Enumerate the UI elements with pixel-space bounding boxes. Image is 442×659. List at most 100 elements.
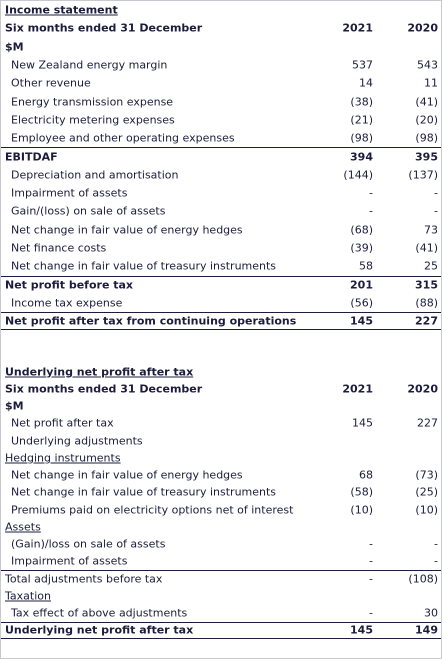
table-row: Underlying net profit after tax 145 149 — [1, 621, 441, 639]
table-row: Net profit after tax from continuing ope… — [1, 312, 441, 331]
row-label: Premiums paid on electricity options net… — [11, 503, 294, 517]
value-2020: 73 — [424, 223, 438, 237]
value-2020: (88) — [415, 296, 438, 310]
row-label: Impairment of assets — [11, 186, 128, 200]
value-2021: 201 — [350, 278, 373, 292]
row-label: Net profit after tax from continuing ope… — [5, 314, 297, 328]
table-row: Net profit after tax 145 227 — [1, 415, 441, 432]
row-label: Underlying net profit after tax — [5, 623, 194, 637]
year-header: 2021 — [342, 382, 373, 396]
value-2021: (56) — [350, 296, 373, 310]
value-2020: (25) — [415, 485, 438, 499]
row-label: Net change in fair value of energy hedge… — [11, 468, 243, 482]
value-2020: (73) — [415, 468, 438, 482]
value-2020: 543 — [417, 58, 438, 72]
year-header: 2021 — [342, 21, 373, 35]
row-label: Net change in fair value of treasury ins… — [11, 259, 277, 273]
table-row: Impairment of assets - - — [1, 553, 441, 570]
row-label: Income tax expense — [11, 296, 123, 310]
table-row: Assets — [1, 518, 441, 535]
table-row: Net change in fair value of energy hedge… — [1, 221, 441, 239]
value-2021: - — [369, 537, 373, 551]
value-2020: 30 — [424, 606, 438, 620]
value-2020: (41) — [415, 241, 438, 255]
value-2020: - — [434, 204, 438, 218]
row-label: Electricity metering expenses — [11, 113, 175, 127]
value-2021: 145 — [352, 416, 373, 430]
value-2020: (108) — [408, 572, 438, 586]
row-label: Net profit before tax — [5, 278, 134, 292]
value-2021: (144) — [343, 168, 373, 182]
unit-label: $M — [5, 40, 24, 54]
value-2021: 537 — [352, 58, 373, 72]
year-header: 2020 — [407, 382, 438, 396]
table-row: New Zealand energy margin 537 543 — [1, 56, 441, 74]
value-2021: (58) — [350, 485, 373, 499]
row-label: Tax effect of above adjustments — [11, 606, 188, 620]
table-row: Income statement — [1, 1, 441, 19]
value-2021: 58 — [359, 259, 373, 273]
value-2020: (20) — [415, 113, 438, 127]
row-label: Impairment of assets — [11, 554, 128, 568]
table-row: Premiums paid on electricity options net… — [1, 501, 441, 518]
table-row: Net change in fair value of treasury ins… — [1, 484, 441, 501]
year-header: 2020 — [407, 21, 438, 35]
row-label: Depreciation and amortisation — [11, 168, 179, 182]
table-row: Net change in fair value of treasury ins… — [1, 257, 441, 275]
value-2021: (10) — [350, 503, 373, 517]
row-label: Employee and other operating expenses — [11, 131, 235, 145]
value-2020: - — [434, 554, 438, 568]
value-2021: 14 — [359, 76, 373, 90]
row-label: Total adjustments before tax — [5, 572, 163, 586]
value-2020: 227 — [417, 416, 438, 430]
row-label: Other revenue — [11, 76, 91, 90]
value-2021: (39) — [350, 241, 373, 255]
table-row: Underlying adjustments — [1, 432, 441, 449]
value-2021: - — [369, 572, 373, 586]
table-row: Hedging instruments — [1, 449, 441, 466]
value-2020: - — [434, 186, 438, 200]
value-2021: (21) — [350, 113, 373, 127]
row-label: New Zealand energy margin — [11, 58, 168, 72]
table-row: Other revenue 14 11 — [1, 74, 441, 92]
period-header: Six months ended 31 December — [5, 21, 203, 35]
table-row: Net change in fair value of energy hedge… — [1, 467, 441, 484]
value-2020: 11 — [424, 76, 438, 90]
value-2020: (98) — [415, 131, 438, 145]
table-row: Six months ended 31 December 2021 2020 — [1, 19, 441, 37]
row-label: Taxation — [5, 589, 51, 603]
table-row: EBITDAF 394 395 — [1, 147, 441, 165]
row-label: Net change in fair value of energy hedge… — [11, 223, 243, 237]
table-row: Employee and other operating expenses (98… — [1, 129, 441, 147]
section-title: Income statement — [5, 3, 118, 17]
table-row: Energy transmission expense (38) (41) — [1, 93, 441, 111]
row-label: Net profit after tax — [11, 416, 114, 430]
table-row: Net profit before tax 201 315 — [1, 275, 441, 294]
row-label: Net finance costs — [11, 241, 107, 255]
value-2020: 25 — [424, 259, 438, 273]
row-label: EBITDAF — [5, 150, 58, 164]
value-2021: - — [369, 186, 373, 200]
period-header: Six months ended 31 December — [5, 382, 203, 396]
row-label: Hedging instruments — [5, 451, 121, 465]
value-2020: 227 — [415, 314, 438, 328]
value-2020: (10) — [415, 503, 438, 517]
section-title: Underlying net profit after tax — [5, 365, 194, 379]
value-2021: - — [369, 204, 373, 218]
value-2021: (98) — [350, 131, 373, 145]
value-2021: (68) — [350, 223, 373, 237]
row-label: Net change in fair value of treasury ins… — [11, 485, 277, 499]
value-2021: - — [369, 554, 373, 568]
value-2021: 145 — [350, 314, 373, 328]
table-row: Electricity metering expenses (21) (20) — [1, 111, 441, 129]
table-row: Impairment of assets - - — [1, 184, 441, 202]
value-2021: - — [369, 606, 373, 620]
table-row: Income tax expense (56) (88) — [1, 294, 441, 312]
row-label: Gain/(loss) on sale of assets — [11, 204, 166, 218]
value-2021: 394 — [350, 150, 373, 164]
table-row: Gain/(loss) on sale of assets - - — [1, 202, 441, 220]
value-2020: 395 — [415, 150, 438, 164]
table-row: $M — [1, 398, 441, 415]
table-row: (Gain)/loss on sale of assets - - — [1, 536, 441, 553]
